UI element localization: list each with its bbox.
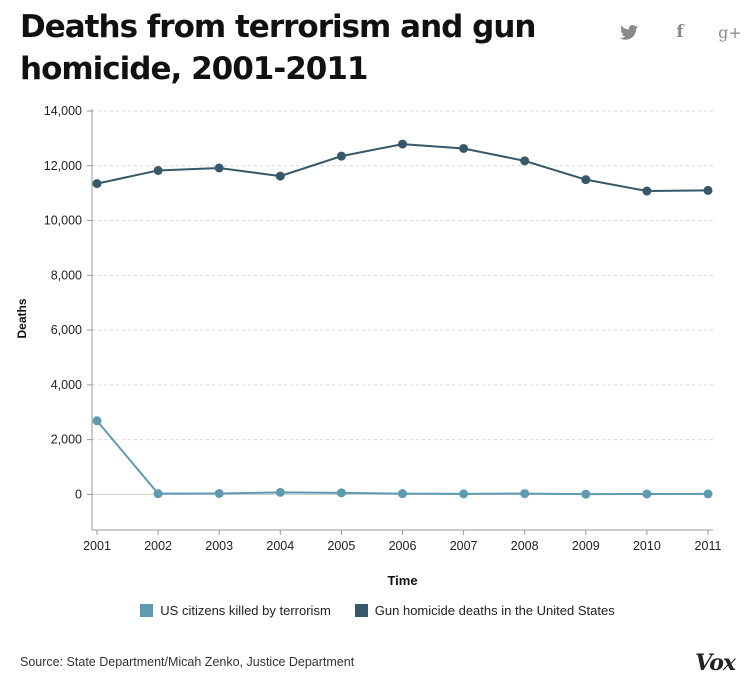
y-tick-label: 2,000 [51, 433, 82, 447]
series-0-point [336, 488, 346, 498]
series-0-point [214, 488, 224, 498]
chart-legend: US citizens killed by terrorism Gun homi… [0, 603, 755, 618]
y-tick-label: 4,000 [51, 378, 82, 392]
x-tick-label: 2006 [389, 539, 417, 553]
series-1-point [398, 139, 407, 149]
series-1-point [275, 171, 285, 181]
series-1-point [336, 151, 346, 161]
source-note: Source: State Department/Micah Zenko, Ju… [20, 655, 355, 669]
series-line-1 [96, 143, 709, 193]
vox-logo: Vox [695, 650, 736, 676]
y-tick-label: 12,000 [44, 159, 82, 173]
googleplus-share-button[interactable]: g+ [718, 20, 742, 44]
series-0-point [275, 487, 285, 497]
series-0-point [459, 489, 469, 499]
y-tick-label: 14,000 [44, 104, 82, 118]
legend-item-gun-homicide[interactable]: Gun homicide deaths in the United States [354, 603, 615, 618]
legend-label-gun-homicide: Gun homicide deaths in the United States [374, 603, 615, 618]
googleplus-icon: g+ [718, 22, 742, 42]
chart-title: Deaths from terrorism and gun homicide, … [20, 9, 536, 87]
series-1-point [703, 185, 713, 195]
x-tick-label: 2009 [572, 539, 600, 553]
x-tick-label: 2008 [511, 539, 539, 553]
x-tick-label: 2005 [327, 539, 355, 553]
legend-swatch-gun-homicide [354, 604, 368, 617]
series-0-point [520, 489, 530, 499]
y-axis-title: Deaths [15, 298, 29, 338]
legend-swatch-terrorism [140, 604, 154, 617]
y-tick-label: 0 [75, 487, 82, 501]
series-0-point [92, 416, 102, 426]
y-tick-label: 8,000 [51, 268, 82, 282]
x-tick-label: 2011 [695, 539, 722, 553]
twitter-icon [620, 24, 638, 40]
y-tick-label: 10,000 [44, 214, 82, 228]
legend-item-terrorism[interactable]: US citizens killed by terrorism [140, 603, 331, 618]
series-1-point [92, 179, 102, 189]
x-tick-label: 2007 [450, 539, 478, 553]
y-tick-label: 6,000 [51, 323, 82, 337]
series-0-point [398, 489, 407, 499]
series-1-point [642, 186, 652, 196]
x-tick-label: 2002 [144, 539, 172, 553]
series-0-point [153, 489, 163, 499]
series-1-point [214, 163, 224, 173]
series-1-point [153, 165, 163, 175]
legend-label-terrorism: US citizens killed by terrorism [160, 603, 331, 618]
series-0-point [642, 489, 652, 499]
series-0-point [581, 489, 591, 499]
series-1-point [581, 175, 591, 185]
x-tick-label: 2003 [205, 539, 233, 553]
line-chart: 0 2,000 4,000 6,000 8,000 10,000 12,000 14,000 2… [15, 104, 722, 588]
facebook-share-button[interactable]: f [668, 20, 692, 44]
facebook-icon: f [676, 22, 684, 42]
x-tick-label: 2010 [633, 539, 661, 553]
twitter-share-button[interactable] [617, 20, 641, 44]
series-1-point [520, 156, 530, 166]
x-tick-label: 2001 [83, 539, 111, 553]
x-axis-title: Time [387, 573, 417, 588]
series-line-0 [96, 420, 709, 496]
series-1-point [459, 143, 469, 153]
x-tick-label: 2004 [266, 539, 294, 553]
series-0-point [703, 489, 713, 499]
